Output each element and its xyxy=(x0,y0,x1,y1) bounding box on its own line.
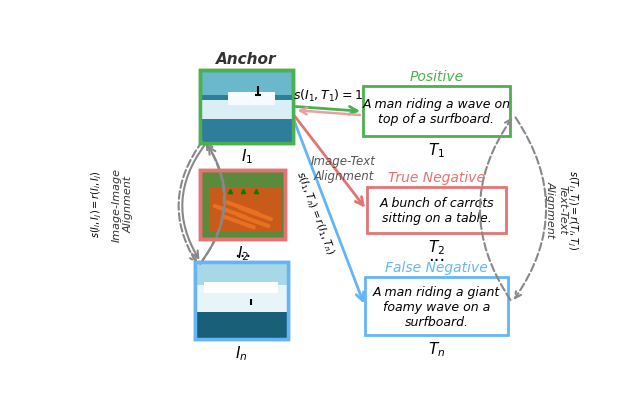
Text: A man riding a wave on
top of a surfboard.: A man riding a wave on top of a surfboar… xyxy=(362,98,511,126)
Text: Anchor: Anchor xyxy=(216,52,277,67)
Text: A man riding a giant
foamy wave on a
surfboard.: A man riding a giant foamy wave on a sur… xyxy=(373,285,500,328)
Text: A bunch of carrots
sitting on a table.: A bunch of carrots sitting on a table. xyxy=(379,196,494,225)
FancyBboxPatch shape xyxy=(209,188,281,233)
FancyBboxPatch shape xyxy=(204,282,278,293)
FancyBboxPatch shape xyxy=(195,263,288,285)
FancyBboxPatch shape xyxy=(200,101,293,119)
FancyBboxPatch shape xyxy=(200,171,285,240)
FancyBboxPatch shape xyxy=(195,263,288,339)
Text: $I_1$: $I_1$ xyxy=(241,147,253,166)
Text: False Negative: False Negative xyxy=(385,261,488,274)
Text: Positive: Positive xyxy=(410,70,463,84)
FancyBboxPatch shape xyxy=(195,285,288,312)
Text: $T_n$: $T_n$ xyxy=(428,339,445,358)
Text: $I_2$: $I_2$ xyxy=(237,243,249,262)
FancyBboxPatch shape xyxy=(363,87,510,137)
Text: True Negative: True Negative xyxy=(388,170,485,184)
FancyBboxPatch shape xyxy=(367,187,506,234)
Text: Image-Image
Alignment: Image-Image Alignment xyxy=(112,167,133,241)
FancyBboxPatch shape xyxy=(228,92,275,106)
FancyBboxPatch shape xyxy=(200,71,293,144)
Text: $s(T_i, T_j) = r(T_i, T_j)$: $s(T_i, T_j) = r(T_i, T_j)$ xyxy=(565,169,579,249)
Text: Image-Text
Alignment: Image-Text Alignment xyxy=(311,154,376,182)
FancyBboxPatch shape xyxy=(195,305,288,339)
Text: $s(I_1,T_1) = 1$: $s(I_1,T_1) = 1$ xyxy=(293,88,363,103)
Text: ...: ... xyxy=(428,247,445,265)
Text: ...: ... xyxy=(234,242,252,260)
Text: Text-Text
Alignment: Text-Text Alignment xyxy=(546,181,568,238)
Text: $I_n$: $I_n$ xyxy=(235,343,248,362)
Text: $s(I_1, T_n) = r(I_1, T_n)$: $s(I_1, T_n) = r(I_1, T_n)$ xyxy=(293,169,337,256)
FancyBboxPatch shape xyxy=(200,96,293,144)
Text: $T_2$: $T_2$ xyxy=(428,237,445,256)
FancyBboxPatch shape xyxy=(365,278,508,335)
Text: $T_1$: $T_1$ xyxy=(428,141,445,160)
Text: $s(I_i, I_j) = r(I_i, I_j)$: $s(I_i, I_j) = r(I_i, I_j)$ xyxy=(90,170,104,238)
